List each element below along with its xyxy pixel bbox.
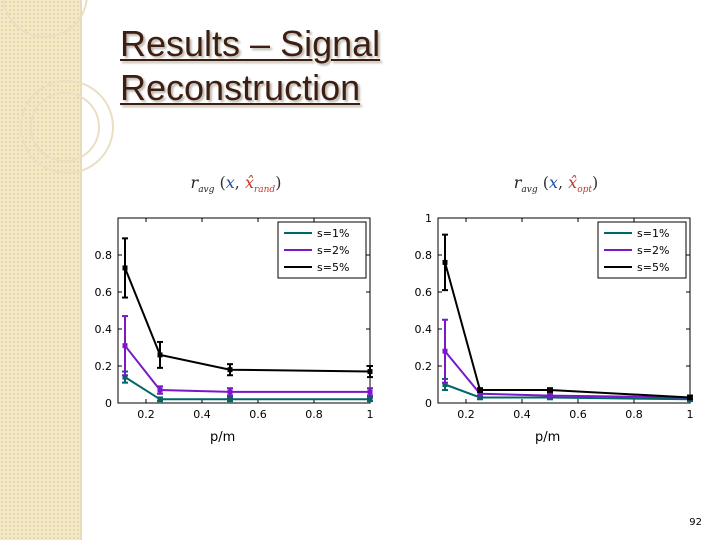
title-xhat: x̂ (245, 173, 254, 192)
title-r-subscript: avg (521, 185, 537, 195)
decorative-ring (30, 92, 100, 162)
title-comma: , (558, 173, 568, 192)
title-xhat: x̂ (568, 173, 577, 192)
x-axis-label-left: p/m (210, 430, 236, 445)
data-point (122, 374, 128, 380)
title-r: r (191, 173, 200, 192)
y-tick-label: 0.8 (95, 249, 113, 262)
legend-label-2: s=2% (637, 244, 669, 257)
slide-title: Results – Signal Reconstruction (120, 22, 380, 110)
series-line-2 (124, 345, 370, 393)
x-tick-label: 0.2 (137, 408, 155, 418)
y-tick-label: 0.4 (95, 323, 113, 336)
x-tick-label: 1 (687, 408, 694, 418)
title-xhat-subscript: opt (577, 185, 592, 195)
x-tick-label: 0.8 (305, 408, 323, 418)
data-point (547, 387, 553, 393)
series-line-1 (124, 376, 370, 401)
legend-label-3: s=5% (317, 261, 349, 274)
title-paren-open: ( (538, 173, 549, 192)
x-tick-label: 0.6 (249, 408, 267, 418)
y-tick-label: 0.8 (415, 249, 433, 262)
title-x: x (549, 173, 558, 192)
y-tick-label: 0.2 (415, 360, 433, 373)
data-point (442, 259, 448, 265)
y-tick-label: 0 (105, 397, 112, 410)
title-paren-open: ( (214, 173, 225, 192)
y-tick-label: 0.6 (95, 286, 113, 299)
x-tick-label: 0.6 (569, 408, 587, 418)
series-line-2 (444, 350, 691, 399)
y-tick-label: 0.2 (95, 360, 113, 373)
decorative-ring (20, 80, 114, 174)
plot-frame (117, 217, 371, 404)
title-paren-close: ) (275, 173, 281, 192)
data-point (122, 343, 128, 349)
title-x: x (226, 173, 235, 192)
chart-title: ravg (x, x̂opt) (514, 173, 598, 195)
y-tick-label: 0.6 (415, 286, 433, 299)
x-tick-label: 1 (367, 408, 374, 418)
series-line-3 (444, 262, 691, 399)
x-tick-label: 0.4 (513, 408, 531, 418)
data-point (367, 389, 373, 395)
page-number: 92 (689, 517, 702, 528)
x-tick-label: 0.2 (457, 408, 475, 418)
data-point (227, 367, 233, 373)
y-tick-label: 0.4 (415, 323, 433, 336)
data-point (367, 369, 373, 375)
data-point (442, 382, 448, 387)
data-point (157, 387, 163, 393)
y-tick-label: 0 (425, 397, 432, 410)
legend: s=1% s=2% s=5% (277, 221, 367, 279)
data-point (227, 396, 233, 402)
x-axis-label-right: p/m (535, 430, 561, 445)
side-band-edge (80, 0, 82, 540)
data-point (227, 389, 233, 395)
y-tick-label: 1 (425, 212, 432, 225)
data-point (442, 348, 448, 354)
data-point (122, 265, 128, 271)
chart-right: ravg (x, x̂opt) 0.2 0.4 0.6 0.8 1 0 0.2 0.4 0.6 0.… (415, 173, 694, 418)
series-line-3 (124, 267, 371, 373)
title-xhat-subscript: rand (254, 185, 275, 195)
series-line-1 (444, 383, 691, 401)
title-r: r (514, 173, 523, 192)
legend-label-3: s=5% (637, 261, 669, 274)
plot-frame (437, 217, 691, 404)
legend-label-2: s=2% (317, 244, 349, 257)
x-tick-label: 0.8 (625, 408, 643, 418)
chart-left: ravg (x, x̂rand) 0.2 0.4 0.6 0.8 1 0 0.2 0.4 0.6 0… (95, 173, 374, 418)
data-point (157, 396, 163, 402)
data-point (157, 352, 163, 358)
slide-title-line1: Results – Signal (120, 23, 381, 64)
data-point (477, 394, 483, 400)
chart-title: ravg (x, x̂rand) (191, 173, 282, 195)
title-r-subscript: avg (198, 185, 214, 195)
data-point (547, 393, 553, 399)
data-point (477, 391, 483, 397)
data-point (687, 394, 693, 400)
legend-label-1: s=1% (317, 227, 349, 240)
data-point (477, 387, 483, 393)
data-point (367, 396, 373, 402)
legend-label-1: s=1% (637, 227, 669, 240)
title-comma: , (235, 173, 245, 192)
title-paren-close: ) (592, 173, 598, 192)
x-tick-label: 0.4 (193, 408, 211, 418)
legend: s=1% s=2% s=5% (597, 221, 687, 279)
slide-title-line2: Reconstruction (120, 67, 361, 108)
